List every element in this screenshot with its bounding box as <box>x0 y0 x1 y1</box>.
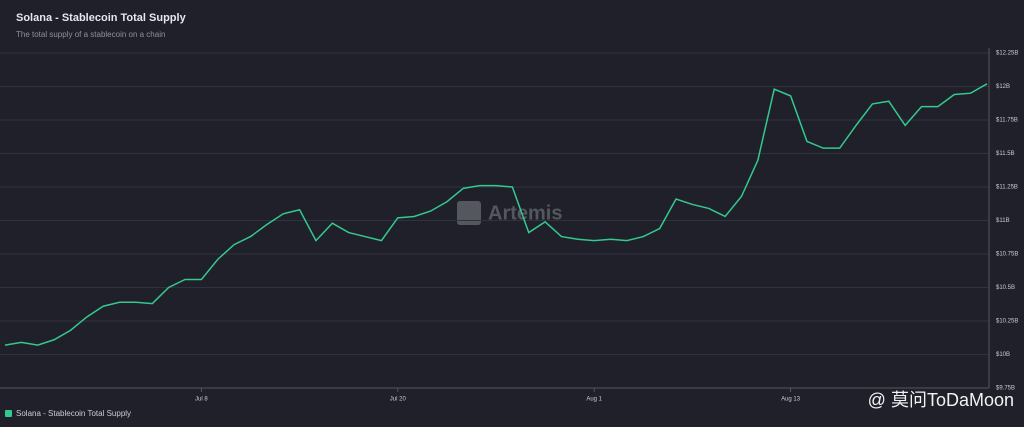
watermark: Artemis <box>488 202 562 224</box>
y-tick-label: $9.75B <box>996 386 1015 392</box>
chart-subtitle: The total supply of a stablecoin on a ch… <box>16 30 165 39</box>
chart-title: Solana - Stablecoin Total Supply <box>16 12 187 24</box>
watermark-logo <box>457 201 481 225</box>
y-tick-label: $10.5B <box>996 285 1015 291</box>
y-tick-label: $10B <box>996 352 1010 358</box>
x-tick-label: Jul 8 <box>195 397 208 403</box>
y-tick-label: $11B <box>996 218 1010 224</box>
y-tick-label: $10.75B <box>996 252 1018 258</box>
y-tick-label: $12.25B <box>996 51 1018 57</box>
y-tick-label: $12B <box>996 84 1010 90</box>
line <box>4 83 988 346</box>
credit-watermark: @ 莫问ToDaMoon <box>868 390 1014 410</box>
y-tick-label: $10.25B <box>996 319 1018 325</box>
y-tick-label: $11.25B <box>996 185 1018 191</box>
y-tick-label: $11.5B <box>996 151 1015 157</box>
y-tick-label: $11.75B <box>996 118 1018 124</box>
x-tick-label: Aug 13 <box>781 397 801 403</box>
x-tick-label: Aug 1 <box>586 397 602 403</box>
legend-swatch <box>5 410 12 417</box>
legend-label: Solana - Stablecoin Total Supply <box>16 409 131 418</box>
x-tick-label: Jul 20 <box>390 397 407 403</box>
